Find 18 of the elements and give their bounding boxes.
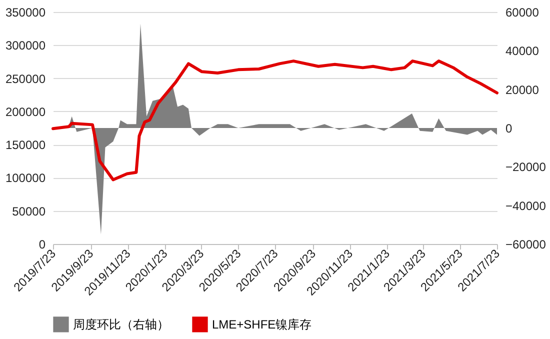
y2-tick-label: −20000 (506, 160, 546, 174)
y2-tick-label: 60000 (506, 6, 540, 20)
y2-tick-label: −60000 (506, 238, 546, 252)
y2-tick-label: −40000 (506, 198, 546, 213)
y2-tick-label: 20000 (506, 82, 540, 97)
y-tick-label: 350000 (5, 6, 46, 20)
y-tick-label: 0 (38, 238, 46, 252)
line-series (52, 60, 498, 182)
legend-label: 周度环比（右轴） (73, 317, 169, 332)
y-tick-label: 250000 (5, 72, 46, 86)
y-tick-label: 50000 (12, 204, 46, 218)
y-tick-label: 200000 (5, 104, 46, 119)
legend-label: LME+SHFE镍库存 (212, 317, 312, 332)
y2-tick-label: 40000 (506, 44, 540, 58)
y-tick-label: 100000 (5, 171, 46, 186)
y2-tick-label: 0 (506, 122, 512, 136)
y-tick-label: 150000 (5, 138, 46, 152)
y-tick-label: 300000 (5, 38, 46, 53)
